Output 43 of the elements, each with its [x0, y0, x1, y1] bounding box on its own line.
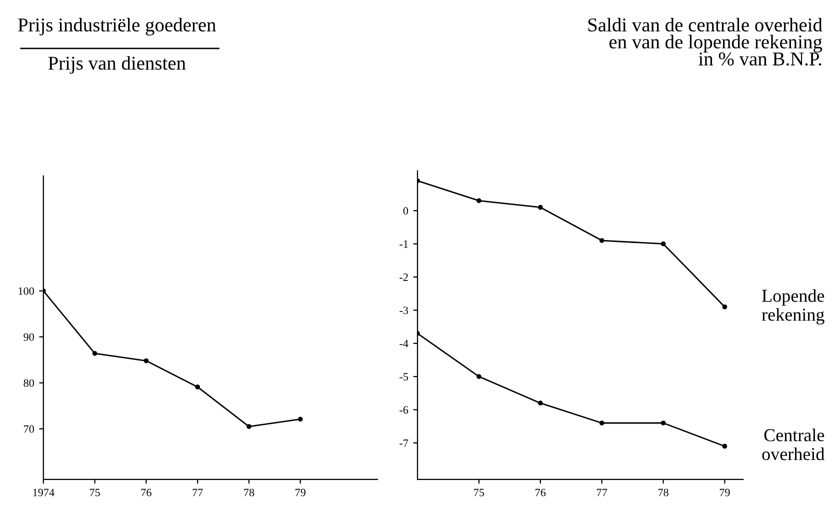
point [476, 374, 482, 379]
x-tick-label: 79 [720, 488, 730, 496]
x-tick-label: 76 [141, 488, 152, 496]
y-tick-label: -5 [400, 373, 408, 381]
point [722, 304, 728, 310]
chart-subtitle: Prijs van diensten [48, 56, 186, 74]
y-tick-label: -4 [400, 340, 408, 348]
point [722, 444, 728, 449]
point [195, 384, 200, 390]
series-label: Lopende rekening [762, 289, 824, 325]
point [298, 416, 303, 422]
y-tick-label: 0 [403, 207, 408, 215]
y-tick-label: 80 [24, 379, 34, 387]
y-tick-label: -6 [400, 406, 408, 414]
point [660, 241, 666, 246]
x-tick-label: 1974 [33, 488, 54, 496]
x-tick-label: 78 [244, 488, 254, 496]
point [246, 424, 252, 429]
y-tick-label: -7 [400, 439, 408, 447]
chart-title: Saldi van de centrale overheid en van de lopende rekening in % van B.N.P. [588, 18, 822, 66]
point [144, 358, 149, 364]
y-tick-label: 70 [24, 425, 34, 433]
x-tick-label: 75 [474, 488, 484, 496]
point [538, 400, 543, 406]
y-tick-label: -1 [400, 240, 408, 248]
point [660, 420, 666, 426]
x-tick-label: 76 [536, 488, 546, 496]
point [599, 238, 604, 243]
x-tick-label: 79 [296, 488, 306, 496]
y-tick-label: -2 [400, 274, 408, 281]
point [476, 198, 482, 204]
series-label: Centrale overheid [762, 428, 824, 460]
y-tick-label: -3 [400, 306, 408, 314]
point [599, 420, 604, 426]
x-tick-label: 77 [597, 488, 608, 496]
point [538, 204, 543, 210]
chart-title: Prijs industriële goederen [18, 18, 216, 36]
y-tick-label: 100 [18, 287, 34, 295]
y-tick-label: 90 [24, 333, 34, 341]
x-tick-label: 77 [192, 488, 203, 496]
x-tick-label: 75 [90, 488, 100, 496]
x-tick-label: 78 [658, 488, 668, 496]
point [92, 350, 98, 356]
